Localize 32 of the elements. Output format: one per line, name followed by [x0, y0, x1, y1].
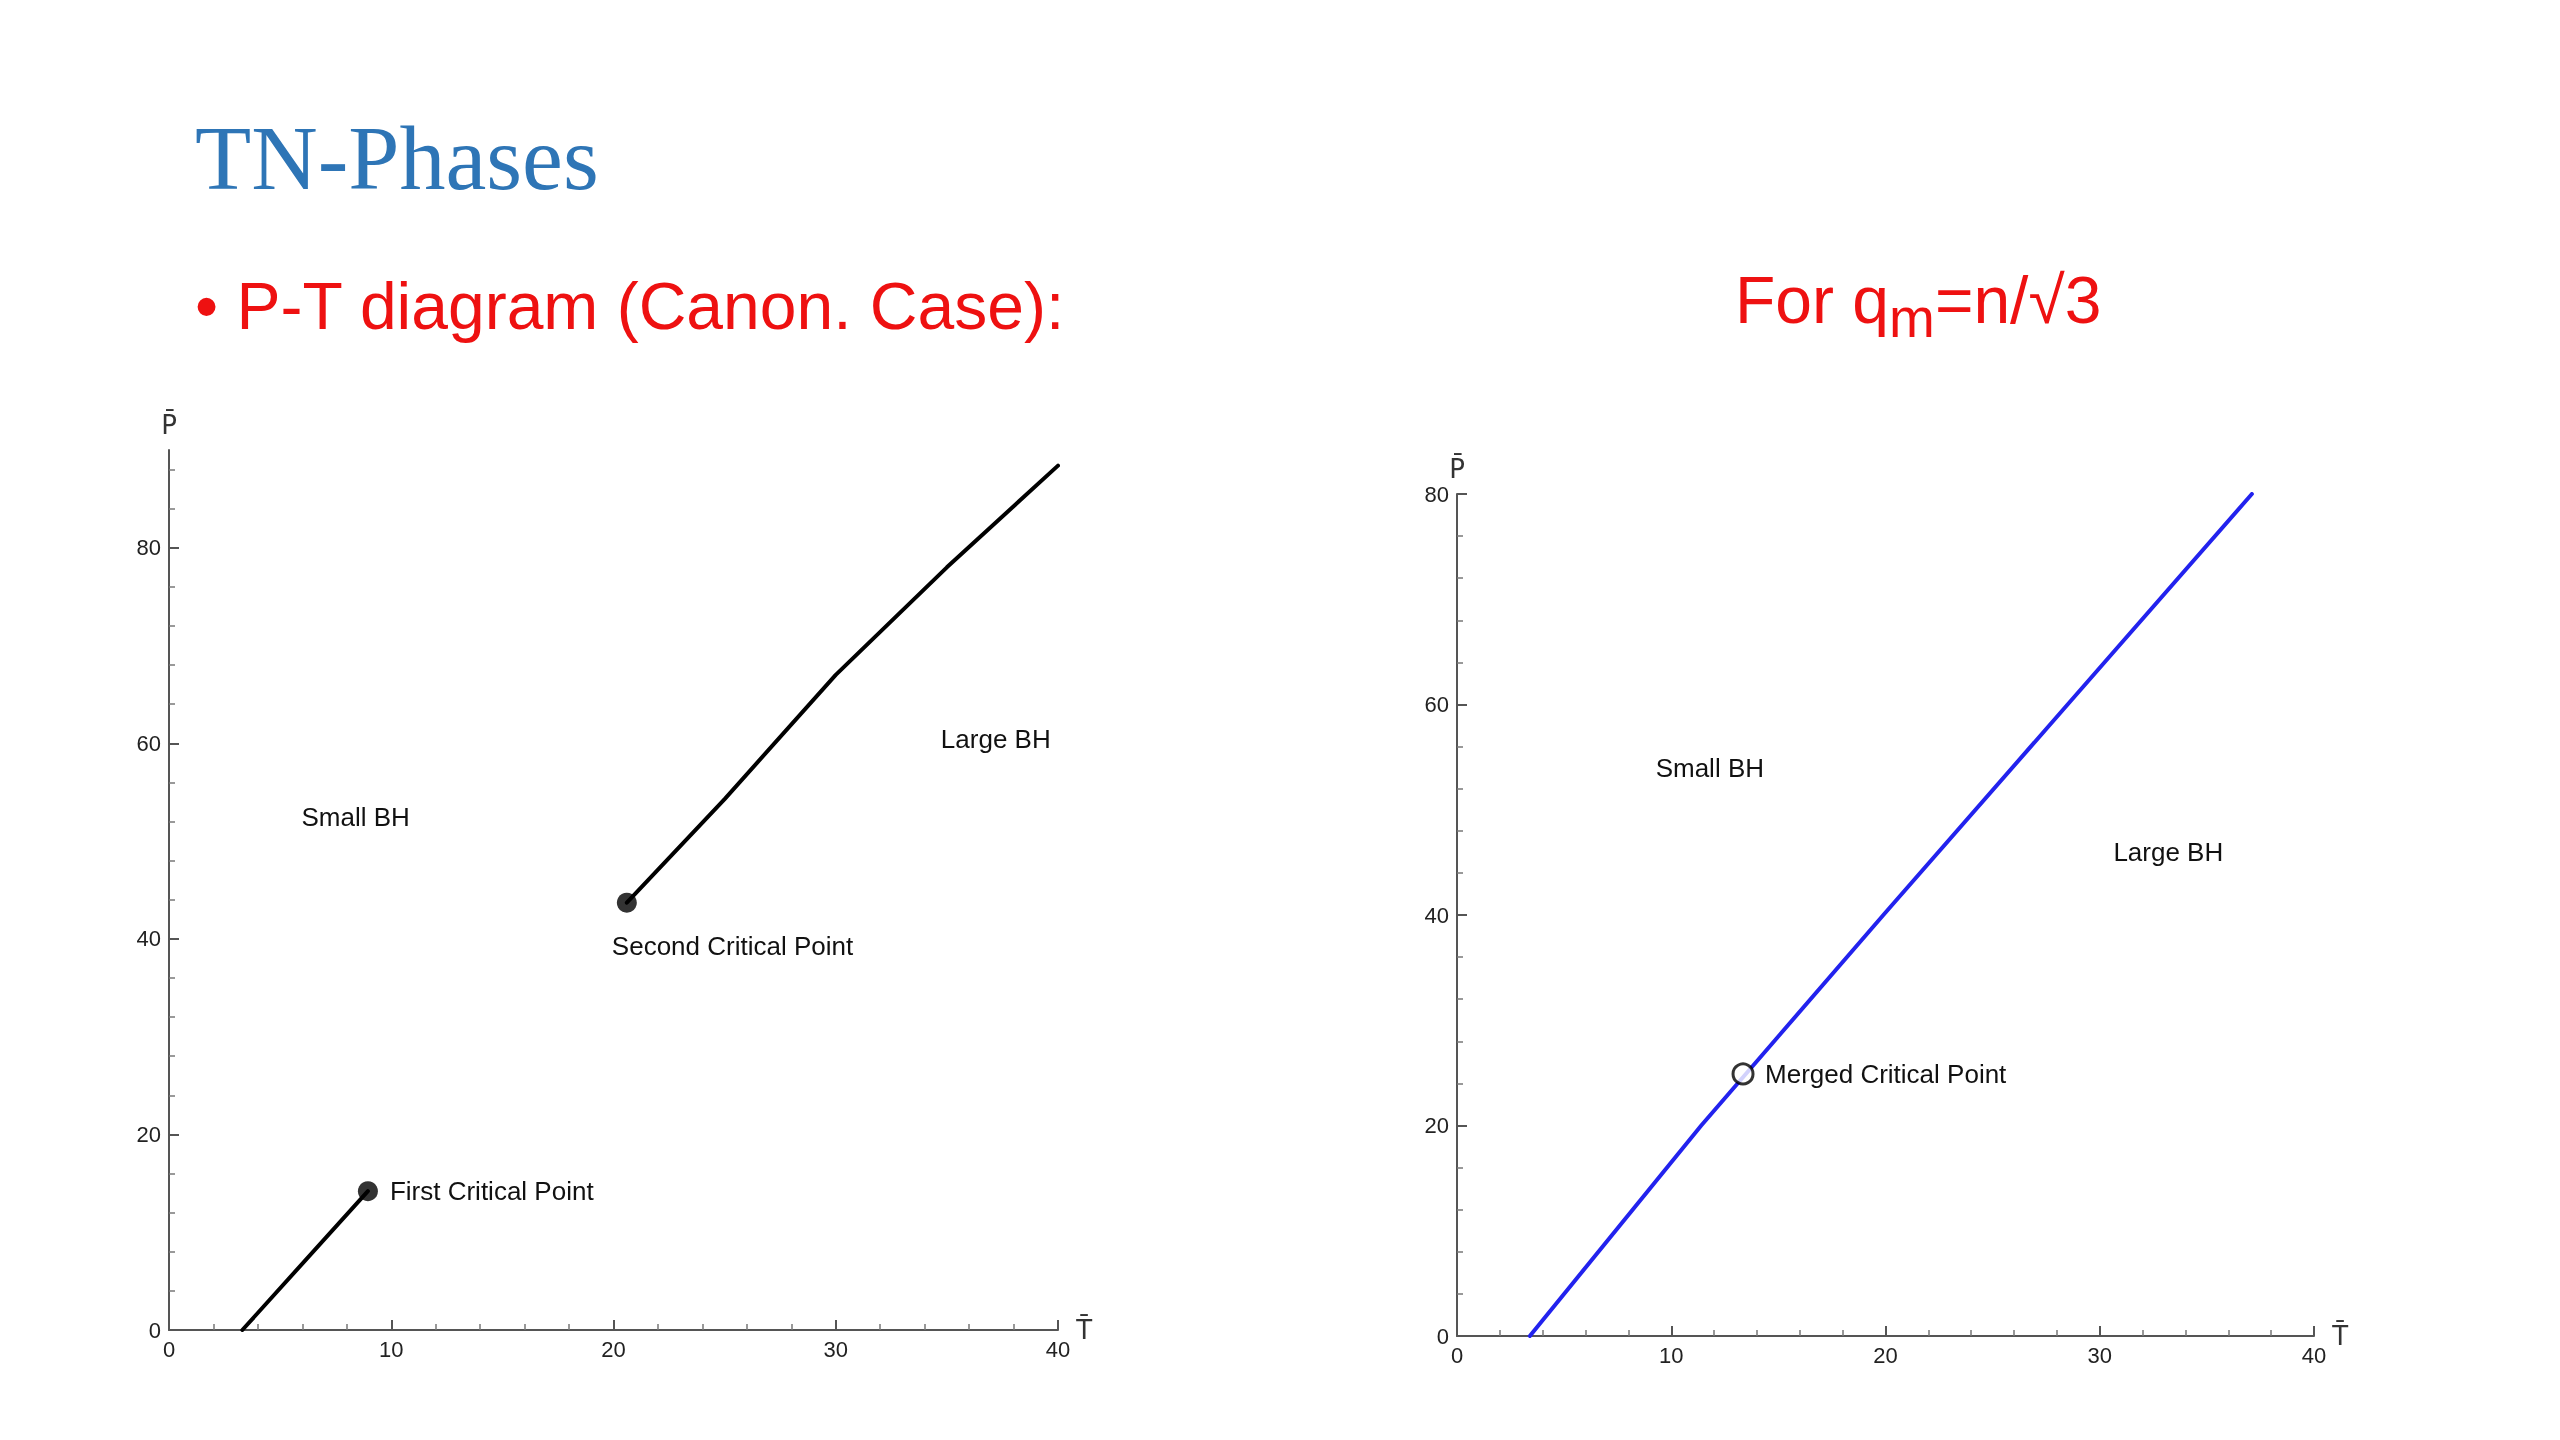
y-tick-label: 20 [136, 1121, 161, 1147]
x-axis-title: T̄ [2331, 1320, 2349, 1351]
annotation: Merged Critical Point [1765, 1058, 2008, 1089]
x-tick-label: 40 [2301, 1342, 2327, 1368]
chart-title: For q$_{m}$=n/√3 [1735, 262, 2102, 351]
annotation: Large BH [940, 723, 1051, 754]
chart-title: TN-Phases [195, 106, 599, 211]
x-tick-label: 30 [823, 1336, 848, 1362]
y-tick-label: 60 [136, 730, 161, 756]
y-tick-label: 80 [1424, 481, 1449, 507]
x-tick-label: 10 [379, 1336, 404, 1362]
annotation: First Critical Point [389, 1176, 595, 1207]
line-series [1527, 492, 2254, 1338]
y-tick-label: 0 [148, 1317, 161, 1343]
y-tick-label: 80 [136, 535, 161, 561]
chart-subtitle: • P-T diagram (Canon. Case): [195, 268, 1065, 344]
x-tick-label: 20 [1873, 1342, 1898, 1368]
x-tick-label: 30 [2087, 1342, 2112, 1368]
y-tick-label: 20 [1424, 1113, 1449, 1138]
y-tick-label: 40 [1424, 902, 1449, 928]
y-tick-label: 40 [136, 926, 161, 952]
x-tick-label: 20 [601, 1336, 626, 1362]
x-tick-label: 10 [1659, 1342, 1684, 1368]
annotation: Small BH [301, 801, 410, 832]
y-axis-title: P̄ [1449, 453, 1465, 484]
x-axis-title: T̄ [1075, 1314, 1093, 1345]
annotation: Small BH [1655, 752, 1764, 783]
annotation: Large BH [2113, 836, 2224, 867]
annotation: Second Critical Point [611, 930, 854, 961]
x-tick-label: 40 [1045, 1336, 1071, 1362]
y-axis-title: P̄ [161, 409, 177, 440]
y-tick-label: 60 [1424, 692, 1449, 717]
